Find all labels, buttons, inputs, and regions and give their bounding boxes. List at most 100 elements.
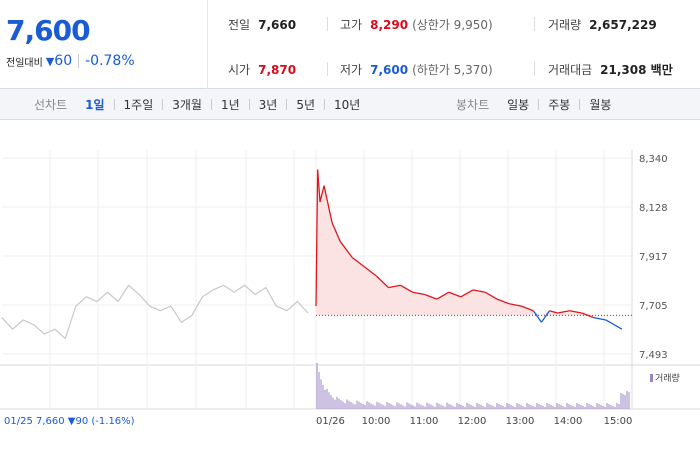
period-tabs-title: 선차트 bbox=[34, 98, 68, 112]
price-segment bbox=[605, 319, 615, 326]
tab-10year[interactable]: 10년 bbox=[334, 98, 361, 112]
stat-value: 7,600 bbox=[370, 63, 409, 77]
change-row: 전일대비 ▼ 60 -0.78% bbox=[6, 53, 135, 69]
price-segment bbox=[521, 305, 534, 312]
price-segment bbox=[613, 324, 623, 330]
price-segment bbox=[315, 169, 319, 307]
price-segment bbox=[532, 310, 542, 323]
stat-label: 저가 bbox=[340, 63, 363, 77]
current-price: 7,600 bbox=[6, 14, 91, 47]
divider bbox=[327, 17, 328, 31]
price-area bbox=[316, 169, 622, 316]
price-segment bbox=[412, 291, 425, 296]
volume-bars bbox=[316, 363, 630, 409]
stat-value: 8,290 bbox=[370, 18, 409, 32]
change-rate: -0.78% bbox=[85, 53, 135, 69]
up-area bbox=[316, 169, 622, 316]
tab-1year[interactable]: 1년 bbox=[220, 98, 240, 112]
stat-low: 저가 7,600 (하한가 5,370) bbox=[340, 61, 493, 78]
tab-weekly[interactable]: 주봉 bbox=[548, 98, 571, 112]
tab-1week[interactable]: 1주일 bbox=[123, 98, 154, 112]
stat-label: 거래량 bbox=[548, 18, 582, 32]
y-tick-label: 7,493 bbox=[639, 350, 668, 361]
price-segment bbox=[436, 291, 450, 300]
tab-5year[interactable]: 5년 bbox=[296, 98, 316, 112]
stat-value: 7,660 bbox=[258, 18, 297, 32]
y-tick-label: 8,340 bbox=[639, 154, 668, 165]
divider bbox=[113, 99, 115, 110]
price-segment bbox=[496, 298, 510, 305]
stat-prev-close: 전일 7,660 bbox=[228, 16, 296, 33]
stat-value: 2,657,229 bbox=[589, 18, 657, 32]
price-segment bbox=[540, 310, 551, 323]
divider bbox=[78, 54, 80, 68]
price-lines bbox=[1, 169, 632, 340]
price-segment bbox=[549, 310, 558, 314]
tab-3year[interactable]: 3년 bbox=[258, 98, 278, 112]
x-tick-label: 01/26 bbox=[316, 416, 345, 427]
upper-limit: (상한가 9,950) bbox=[412, 18, 493, 32]
price-segment bbox=[593, 317, 606, 321]
price-box: 7,600 전일대비 ▼ 60 -0.78% bbox=[0, 0, 208, 89]
price-segment bbox=[581, 312, 595, 319]
stat-open: 시가 7,870 bbox=[228, 61, 296, 78]
quote-summary: 7,600 전일대비 ▼ 60 -0.78% 전일 7,660 고가 8,290… bbox=[0, 0, 700, 89]
stats-panel: 전일 7,660 고가 8,290 (상한가 9,950) 거래량 2,657,… bbox=[208, 0, 700, 89]
price-segment bbox=[472, 289, 486, 293]
chart-tabs-bar: 선차트 1일 1주일 3개월 1년 3년 5년 10년 봉차트 일봉 주봉 월봉 bbox=[0, 89, 700, 120]
price-segment bbox=[460, 289, 474, 298]
divider bbox=[162, 99, 164, 110]
price-segment bbox=[363, 266, 377, 277]
y-tick-label: 8,128 bbox=[639, 203, 668, 214]
x-axis-labels: 01/26 10:00 11:00 12:00 13:00 14:00 15:00 bbox=[316, 416, 632, 427]
prev-day-summary: 01/25 7,660 ▼90 (-1.16%) bbox=[4, 416, 135, 427]
divider bbox=[579, 99, 581, 110]
x-tick-label: 10:00 bbox=[362, 416, 391, 427]
y-tick-label: 7,705 bbox=[639, 301, 668, 312]
price-segment bbox=[339, 240, 353, 258]
price-segment bbox=[323, 185, 333, 223]
prev-day-line bbox=[1, 284, 309, 340]
stat-volume: 거래량 2,657,229 bbox=[548, 16, 657, 33]
stat-amount: 거래대금 21,308 백만 bbox=[548, 61, 673, 78]
price-segment bbox=[375, 275, 389, 289]
lower-limit: (하한가 5,370) bbox=[412, 63, 493, 77]
price-segment bbox=[316, 169, 321, 203]
x-tick-label: 14:00 bbox=[554, 416, 583, 427]
divider bbox=[538, 99, 540, 110]
stat-label: 고가 bbox=[340, 18, 363, 32]
stat-high: 고가 8,290 (상한가 9,950) bbox=[340, 16, 493, 33]
change-amount: 60 bbox=[54, 53, 73, 69]
price-segment bbox=[484, 291, 498, 300]
tab-monthly[interactable]: 월봉 bbox=[589, 98, 612, 112]
period-tabs: 선차트 1일 1주일 3개월 1년 3년 5년 10년 bbox=[34, 89, 364, 120]
stat-label: 시가 bbox=[228, 63, 251, 77]
price-chart[interactable]: 8,340 8,128 7,917 7,705 7,493 01/26 10:00 11:0… bbox=[0, 120, 700, 450]
divider bbox=[210, 99, 212, 110]
tab-1day[interactable]: 1일 bbox=[85, 98, 105, 112]
divider bbox=[248, 99, 250, 110]
price-segment bbox=[319, 185, 325, 203]
x-tick-label: 13:00 bbox=[506, 416, 535, 427]
divider bbox=[324, 99, 326, 110]
down-triangle-icon: ▼ bbox=[45, 54, 55, 68]
price-segment bbox=[388, 284, 401, 289]
price-segment bbox=[509, 303, 522, 307]
x-tick-label: 15:00 bbox=[604, 416, 633, 427]
price-segment bbox=[351, 256, 365, 268]
tab-3month[interactable]: 3개월 bbox=[172, 98, 202, 112]
stat-label: 거래대금 bbox=[548, 63, 593, 77]
price-segment bbox=[424, 293, 438, 300]
y-axis-labels: 8,340 8,128 7,917 7,705 7,493 bbox=[639, 154, 668, 361]
candle-tabs: 봉차트 일봉 주봉 월봉 bbox=[456, 89, 615, 120]
divider bbox=[327, 62, 328, 76]
stat-label: 전일 bbox=[228, 18, 251, 32]
stat-value: 7,870 bbox=[258, 63, 297, 77]
price-segment bbox=[331, 222, 341, 242]
volume-legend: 거래량 bbox=[655, 372, 680, 384]
tab-daily[interactable]: 일봉 bbox=[507, 98, 530, 112]
volume-legend-swatch bbox=[650, 374, 653, 382]
price-segment bbox=[448, 291, 462, 298]
y-tick-label: 7,917 bbox=[639, 252, 668, 263]
price-segment bbox=[400, 284, 413, 293]
